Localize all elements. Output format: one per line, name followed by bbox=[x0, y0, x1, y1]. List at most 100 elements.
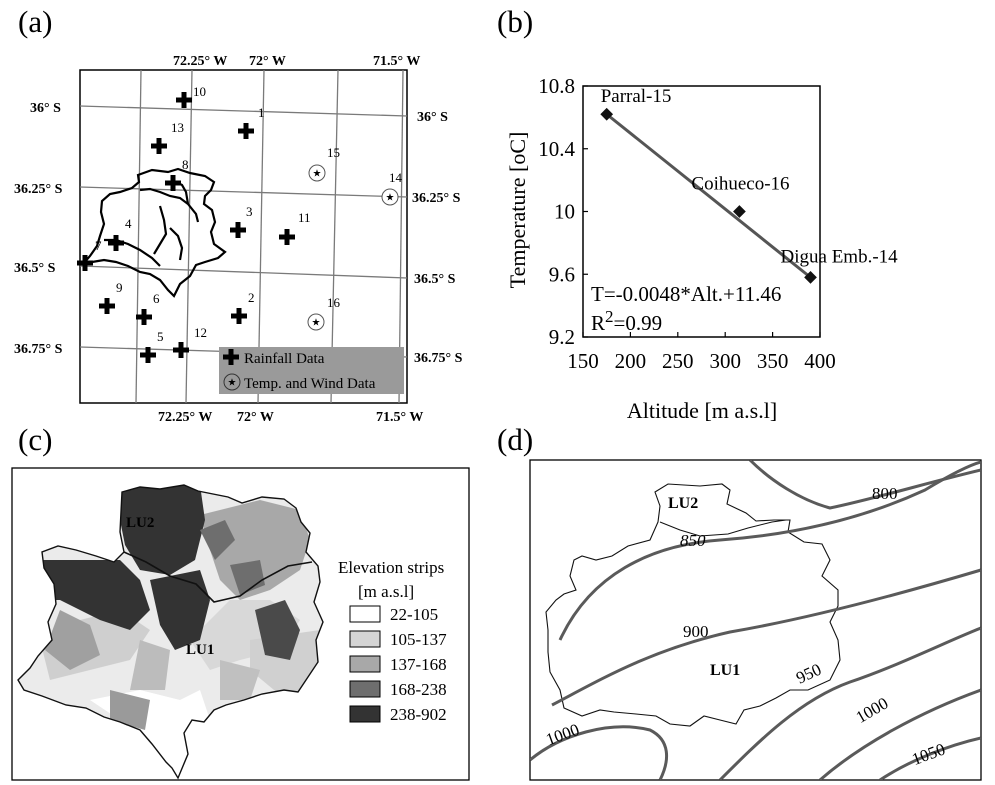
station-5-label: 5 bbox=[157, 329, 164, 344]
r-squared: R2=0.99 bbox=[591, 307, 662, 335]
map-c-unit-divide bbox=[123, 551, 313, 603]
strip-label: 137-168 bbox=[390, 655, 447, 674]
station-1-label: 1 bbox=[258, 105, 265, 120]
left-lat-label-1: 36° S bbox=[30, 101, 61, 116]
station-1-marker bbox=[238, 123, 254, 139]
x-tick-label: 250 bbox=[662, 349, 694, 373]
station-15-label: 15 bbox=[327, 145, 340, 160]
point-label: Parral-15 bbox=[601, 86, 672, 107]
strip-label: 168-238 bbox=[390, 680, 447, 699]
map-a-legend: Rainfall Data ★ Temp. and Wind Data bbox=[219, 347, 404, 394]
station-8-marker bbox=[165, 175, 181, 191]
right-lat-label-2: 36.25° S bbox=[412, 191, 461, 206]
map-d-unit-divide bbox=[659, 519, 787, 537]
station-12-label: 12 bbox=[194, 325, 207, 340]
station-6-label: 6 bbox=[153, 291, 160, 306]
strip-swatch bbox=[349, 655, 381, 673]
chart-ticks: 150 200 250 300 350 400 9.2 9.6 10 10.4 10.8 bbox=[538, 74, 836, 373]
contour-label-800: 800 bbox=[872, 484, 898, 503]
top-lon-label-1: 72.25° W bbox=[173, 54, 227, 69]
right-lat-label-3: 36.5° S bbox=[414, 272, 456, 287]
y-tick-label: 9.2 bbox=[549, 325, 575, 349]
x-tick-label: 400 bbox=[804, 349, 836, 373]
map-a-rain-stations bbox=[77, 92, 295, 363]
station-4-label: 4 bbox=[125, 216, 132, 231]
map-d-isolines bbox=[530, 460, 981, 780]
fit-line bbox=[605, 113, 812, 279]
station-2-marker bbox=[231, 308, 247, 324]
strip-label: 22-105 bbox=[390, 605, 438, 624]
station-15-marker: ★ bbox=[308, 164, 326, 182]
contour-label-900: 900 bbox=[683, 622, 709, 641]
map-c-lu1-label: LU1 bbox=[186, 642, 214, 658]
strip-swatch bbox=[349, 680, 381, 698]
station-5-marker bbox=[140, 347, 156, 363]
bottom-lon-label-3: 71.5° W bbox=[376, 410, 423, 425]
map-c-legend: Elevation strips [m a.s.l] 22-105 105-137… bbox=[338, 558, 447, 724]
y-tick-label: 10.8 bbox=[538, 74, 575, 98]
station-9-label: 9 bbox=[116, 280, 123, 295]
station-10-label: 10 bbox=[193, 84, 206, 99]
map-a-coordinate-labels: 72.25° W 72° W 71.5° W 72.25° W 72° W 71… bbox=[14, 54, 463, 425]
y-axis-label: Temperature [oC] bbox=[505, 132, 530, 289]
strip-legend: 22-105 105-137 137-168 168-238 238-902 bbox=[349, 605, 447, 724]
left-lat-label-2: 36.25° S bbox=[14, 182, 63, 197]
map-c-basin-outline bbox=[17, 484, 324, 780]
panel-c-letter: (c) bbox=[18, 422, 52, 457]
left-lat-label-4: 36.75° S bbox=[14, 342, 63, 357]
station-12-marker bbox=[173, 342, 189, 358]
left-lat-label-3: 36.5° S bbox=[14, 261, 56, 276]
station-13-label: 13 bbox=[171, 120, 184, 135]
x-tick-label: 150 bbox=[567, 349, 599, 373]
legend-temp-icon: ★ bbox=[223, 373, 241, 391]
x-axis-label: Altitude [m a.s.l] bbox=[627, 398, 777, 423]
top-lon-label-2: 72° W bbox=[249, 54, 286, 69]
station-16-marker: ★ bbox=[307, 313, 325, 331]
y-tick-label: 9.6 bbox=[549, 262, 575, 286]
map-a-rain-labels: 1 2 3 4 5 6 7 8 9 10 11 12 13 bbox=[95, 84, 311, 344]
map-d-basin-outline bbox=[545, 483, 841, 727]
svg-text:★: ★ bbox=[312, 318, 321, 329]
svg-text:★: ★ bbox=[313, 169, 322, 180]
y-tick-label: 10.4 bbox=[538, 137, 575, 161]
map-a: 1 2 3 4 5 6 7 8 9 10 11 12 13 ★ ★ ★ 1 4 1… bbox=[77, 69, 408, 404]
station-3-marker bbox=[230, 222, 246, 238]
station-7-marker bbox=[77, 255, 93, 271]
station-11-label: 11 bbox=[298, 210, 311, 225]
map-d-frame bbox=[529, 459, 982, 781]
station-11-marker bbox=[279, 229, 295, 245]
map-a-legend-box bbox=[219, 347, 404, 394]
regression-equation: T=-0.0048*Alt.+11.46 bbox=[591, 282, 781, 306]
legend-title-line2: [m a.s.l] bbox=[358, 582, 414, 601]
chart-b: 150 200 250 300 350 400 9.2 9.6 10 10.4 10.8 Parra… bbox=[505, 74, 898, 423]
map-c-lu2-label: LU2 bbox=[126, 515, 154, 531]
panel-d-letter: (d) bbox=[497, 422, 533, 457]
strip-swatch bbox=[349, 630, 381, 648]
legend-rain-icon bbox=[223, 349, 239, 365]
y-tick-label: 10 bbox=[554, 200, 575, 224]
station-8-label: 8 bbox=[182, 157, 189, 172]
svg-text:★: ★ bbox=[386, 193, 395, 204]
right-lat-label-1: 36° S bbox=[417, 110, 448, 125]
panel-a-letter: (a) bbox=[18, 4, 52, 39]
map-d: 800 850 900 950 1000 1000 1050 LU2 LU1 bbox=[529, 459, 982, 781]
station-10-marker bbox=[176, 92, 192, 108]
x-tick-label: 200 bbox=[615, 349, 647, 373]
top-lon-label-3: 71.5° W bbox=[373, 54, 420, 69]
bottom-lon-label-2: 72° W bbox=[237, 410, 274, 425]
bottom-lon-label-1: 72.25° W bbox=[158, 410, 212, 425]
chart-point-labels: Parral-15 Coihueco-16 Digua Emb.-14 bbox=[601, 86, 898, 267]
station-7-label: 7 bbox=[95, 238, 102, 253]
station-3-label: 3 bbox=[246, 204, 253, 219]
legend-temp-label: Temp. and Wind Data bbox=[244, 376, 376, 392]
station-2-label: 2 bbox=[248, 290, 255, 305]
panel-b-letter: (b) bbox=[497, 4, 533, 39]
station-9-marker bbox=[99, 298, 115, 314]
contour-label-850: 850 bbox=[680, 531, 706, 550]
station-14-marker: ★ bbox=[381, 188, 399, 206]
point-label: Digua Emb.-14 bbox=[781, 246, 899, 267]
strip-swatch bbox=[349, 605, 381, 623]
svg-text:★: ★ bbox=[228, 378, 237, 389]
map-d-lu1-label: LU1 bbox=[710, 662, 740, 679]
